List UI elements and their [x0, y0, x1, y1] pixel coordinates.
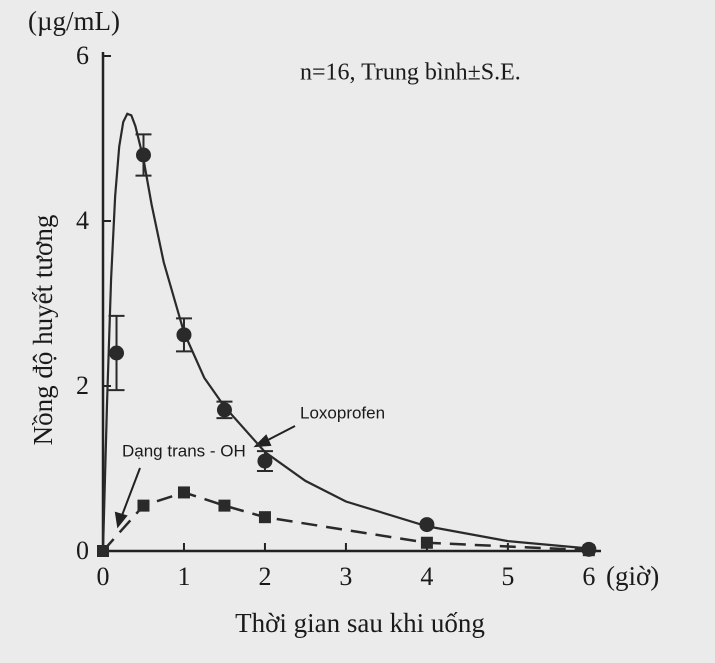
x-tick-label: 2 [258, 562, 271, 591]
data-point [258, 511, 271, 524]
series-label: Loxoprofen [300, 403, 385, 422]
y-axis-label: Nồng độ huyết tương [28, 215, 58, 446]
fit-curve [101, 112, 589, 552]
y-tick-label: 0 [76, 536, 89, 565]
data-point [135, 147, 151, 163]
x-tick-label: 3 [339, 562, 352, 591]
series-label: Dạng trans - OH [122, 441, 246, 460]
data-point [97, 545, 109, 557]
data-point [218, 499, 231, 512]
data-point [109, 345, 125, 361]
x-tick-label: 0 [97, 562, 110, 591]
x-tick-label: 1 [177, 562, 190, 591]
x-tick-label: 6 [582, 562, 595, 591]
y-tick-label: 4 [76, 206, 89, 235]
data-point [137, 499, 150, 512]
x-tick-label: 5 [501, 562, 514, 591]
data-point [257, 453, 273, 469]
data-point [176, 327, 192, 343]
data-point [582, 544, 595, 557]
data-point [419, 517, 435, 533]
data-point [177, 486, 190, 499]
x-unit: (giờ) [606, 561, 659, 591]
arrows [114, 425, 296, 529]
annotation: n=16, Trung bình±S.E. [300, 60, 521, 86]
y-unit: (µg/mL) [28, 6, 120, 36]
x-axis-label: Thời gian sau khi uống [235, 608, 485, 638]
y-tick-label: 6 [76, 41, 89, 70]
data-point [420, 536, 433, 549]
x-tick-label: 4 [420, 562, 433, 591]
y-tick-label: 2 [76, 371, 89, 400]
data-point [216, 402, 232, 418]
